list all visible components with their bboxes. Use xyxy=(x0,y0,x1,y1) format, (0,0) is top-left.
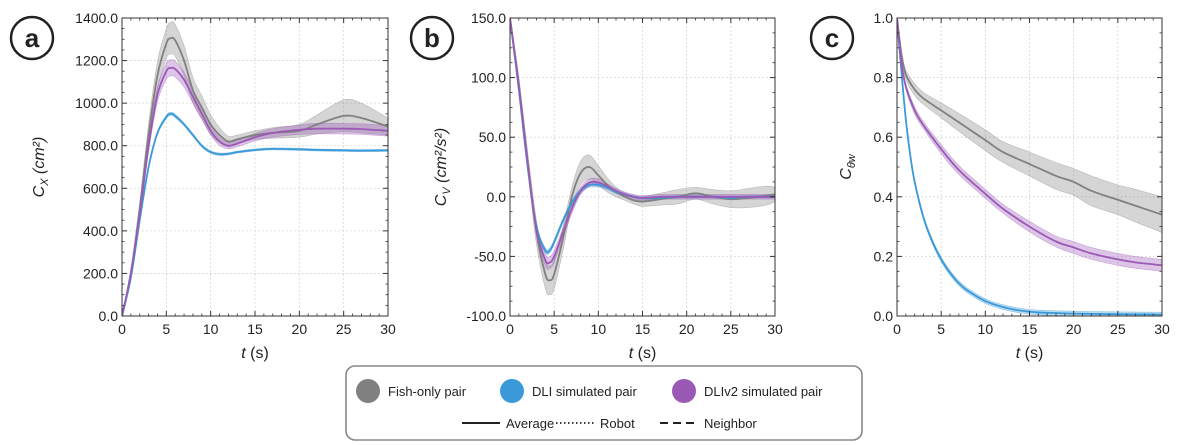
gridlines xyxy=(122,18,388,316)
series-band-dli-simulated-pair xyxy=(897,18,1162,316)
y-tick-label: 800.0 xyxy=(83,138,118,154)
y-tick-label: 100.0 xyxy=(471,70,506,86)
panel-badge-c: c xyxy=(809,15,855,61)
legend-frame xyxy=(345,365,863,441)
series-band-dliv2-simulated-pair xyxy=(897,18,1162,272)
x-tick-label: 0 xyxy=(118,321,126,337)
y-tick-label: 1.0 xyxy=(874,10,894,26)
legend-swatch xyxy=(500,379,524,403)
legend-style-label: Average xyxy=(506,416,554,431)
panel-badge-circle xyxy=(409,15,455,61)
series-band-fish-only-pair xyxy=(897,18,1162,233)
y-tick-label: 0.6 xyxy=(874,129,894,145)
x-tick-label: 0 xyxy=(893,321,901,337)
x-axis-label: t (s) xyxy=(1016,345,1044,362)
plot-area xyxy=(510,18,775,296)
plot-area xyxy=(122,21,388,316)
y-tick-label: -100.0 xyxy=(466,308,506,324)
ticks: 0 5 10 15 20 25 30 0.0 0.2 0.4 0.6 0.8 1.0 xyxy=(874,10,1170,337)
legend-style-neighbor: Neighbor xyxy=(660,416,757,431)
x-tick-label: 20 xyxy=(679,321,695,337)
x-tick-label: 25 xyxy=(336,321,352,337)
y-tick-label: 0.0 xyxy=(874,308,894,324)
x-tick-label: 5 xyxy=(937,321,945,337)
y-tick-label: 0.8 xyxy=(874,70,894,86)
x-tick-label: 5 xyxy=(162,321,170,337)
x-tick-label: 0 xyxy=(506,321,514,337)
y-tick-label: 150.0 xyxy=(471,10,506,26)
x-tick-label: 20 xyxy=(292,321,308,337)
series-line-fish-only-pair xyxy=(897,18,1162,216)
legend-label: DLIv2 simulated pair xyxy=(704,384,823,399)
y-tick-label: 0.0 xyxy=(99,308,119,324)
ticks: 0 5 10 15 20 25 30 0.0 200.0 400.0 600.0 800.0 1000.… xyxy=(75,10,396,337)
legend-label: DLI simulated pair xyxy=(532,384,637,399)
y-tick-label: 1000.0 xyxy=(75,95,118,111)
series-line-dli-simulated-pair xyxy=(897,18,1162,316)
x-tick-label: 10 xyxy=(591,321,607,337)
x-axis-label: t (s) xyxy=(629,345,657,362)
series-band-fish-only-pair xyxy=(122,21,388,316)
x-tick-label: 20 xyxy=(1066,321,1082,337)
x-tick-label: 10 xyxy=(203,321,219,337)
series-line-dli-simulated-pair xyxy=(122,112,388,316)
plot-area xyxy=(897,18,1162,316)
y-tick-label: 50.0 xyxy=(479,129,506,145)
panel-badge-label: a xyxy=(25,23,40,53)
gridlines xyxy=(897,18,1162,316)
legend-item-dliv2-simulated-pair: DLIv2 simulated pair xyxy=(672,379,823,403)
series-line-fish-only-pair xyxy=(510,18,775,282)
y-tick-label: 0.0 xyxy=(487,189,507,205)
x-tick-label: 25 xyxy=(723,321,739,337)
x-tick-label: 15 xyxy=(1022,321,1038,337)
x-axis-label: t (s) xyxy=(241,345,269,362)
y-tick-label: 600.0 xyxy=(83,180,118,196)
y-tick-label: -50.0 xyxy=(474,248,506,264)
x-tick-label: 30 xyxy=(380,321,396,337)
panel-badge-label: c xyxy=(825,23,839,53)
panel-badge-b: b xyxy=(409,15,455,61)
y-tick-label: 200.0 xyxy=(83,265,118,281)
series-band-dli-simulated-pair xyxy=(122,111,388,316)
panel-badge-a: a xyxy=(9,15,55,61)
panel-badge-circle xyxy=(9,15,55,61)
x-tick-label: 15 xyxy=(635,321,651,337)
y-axis-label: Cθw xyxy=(838,153,858,180)
y-axis-label: CX (cm²) xyxy=(31,137,51,198)
series-line-dliv2-simulated-pair xyxy=(897,18,1162,267)
legend-label: Fish-only pair xyxy=(388,384,467,399)
x-tick-label: 5 xyxy=(550,321,558,337)
legend-style-label: Neighbor xyxy=(704,416,757,431)
y-axis-label: CV (cm²/s²) xyxy=(433,128,453,206)
legend-style-average: Average xyxy=(462,416,554,431)
series-line-dliv2-simulated-pair xyxy=(510,18,775,265)
chart-panel-b: 0 5 10 15 20 25 30 -100.0 -50.0 0.0 50.0 100.0 150.0… xyxy=(409,10,783,362)
legend: Fish-only pair DLI simulated pair DLIv2 si… xyxy=(345,365,863,441)
chart-panel-c: 0 5 10 15 20 25 30 0.0 0.2 0.4 0.6 0.8 1.0 t (s) Cθw c xyxy=(809,10,1170,362)
legend-item-dli-simulated-pair: DLI simulated pair xyxy=(500,379,637,403)
y-tick-label: 1400.0 xyxy=(75,10,118,26)
y-tick-label: 1200.0 xyxy=(75,53,118,69)
x-tick-label: 25 xyxy=(1110,321,1126,337)
y-tick-label: 400.0 xyxy=(83,223,118,239)
legend-item-fish-only-pair: Fish-only pair xyxy=(356,379,467,403)
x-tick-label: 30 xyxy=(767,321,783,337)
y-tick-label: 0.2 xyxy=(874,248,894,264)
ticks: 0 5 10 15 20 25 30 -100.0 -50.0 0.0 50.0 100.0 150.0 xyxy=(466,10,783,337)
legend-style-label: Robot xyxy=(600,416,635,431)
panel-badge-label: b xyxy=(424,23,440,53)
x-tick-label: 10 xyxy=(978,321,994,337)
x-tick-label: 30 xyxy=(1154,321,1170,337)
legend-style-robot: Robot xyxy=(556,416,635,431)
panel-badge-circle xyxy=(809,15,855,61)
legend-swatch xyxy=(672,379,696,403)
y-tick-label: 0.4 xyxy=(874,189,894,205)
x-tick-label: 15 xyxy=(247,321,263,337)
chart-panel-a: 0 5 10 15 20 25 30 0.0 200.0 400.0 600.0 800.0 1000.… xyxy=(9,10,396,362)
series-line-dliv2-simulated-pair xyxy=(122,66,388,316)
legend-swatch xyxy=(356,379,380,403)
